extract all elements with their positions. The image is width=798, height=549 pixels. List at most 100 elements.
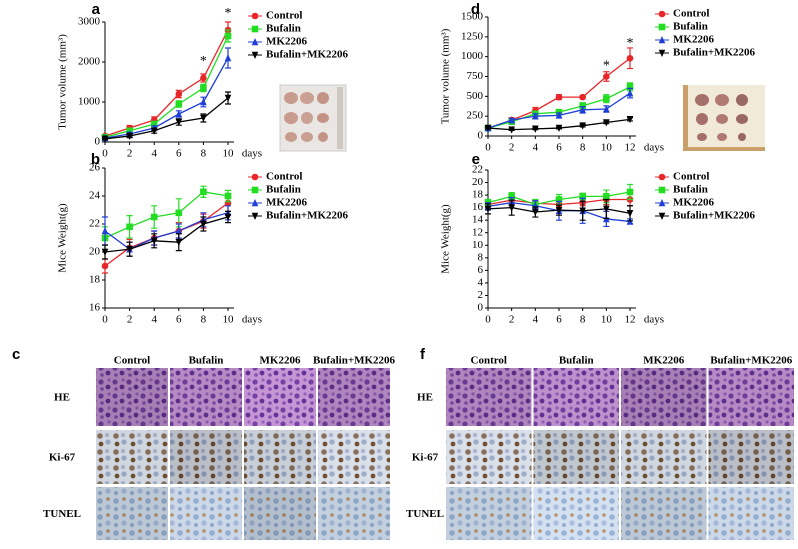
row-label: TUNEL — [406, 508, 444, 520]
marker — [484, 205, 492, 213]
series-line — [104, 97, 229, 140]
x-tick-label: 8 — [580, 142, 586, 154]
y-tick-label: 2 — [478, 289, 484, 301]
micrograph — [621, 368, 707, 426]
marker — [200, 84, 207, 92]
panel-letter: e — [472, 151, 480, 168]
legend-label: Bufalin — [673, 184, 708, 196]
x-axis-label: days — [242, 148, 262, 160]
y-tick-label: 250 — [467, 110, 484, 122]
x-tick-label: 6 — [176, 148, 182, 160]
x-tick-label: 0 — [102, 148, 108, 160]
x-tick-label: 8 — [580, 314, 586, 326]
marker — [175, 110, 183, 118]
annotation: * — [225, 6, 232, 21]
legend-label: Control — [673, 171, 709, 183]
y-tick-label: 8 — [478, 251, 484, 263]
marker — [508, 126, 515, 134]
row-label: Ki-67 — [49, 452, 76, 464]
panel-letter: c — [12, 346, 20, 363]
marker — [579, 105, 586, 114]
y-tick-label: 14 — [472, 214, 484, 226]
series-line — [104, 216, 229, 253]
marker — [555, 93, 563, 101]
column-label: MK2206 — [260, 355, 301, 367]
y-tick-label: 16 — [472, 201, 484, 213]
marker — [658, 212, 666, 220]
y-tick-label: 12 — [472, 226, 483, 238]
marker — [251, 199, 259, 207]
marker — [175, 90, 183, 98]
marker — [626, 209, 634, 218]
y-tick-label: 20 — [472, 176, 484, 188]
marker — [150, 237, 158, 245]
x-tick-label: 10 — [223, 148, 235, 160]
micrograph — [533, 430, 619, 484]
row-label: TUNEL — [43, 508, 81, 520]
legend-label: Bufalin+MK2206 — [673, 210, 756, 222]
marker — [532, 112, 539, 120]
marker — [175, 238, 183, 247]
micrograph — [621, 430, 707, 484]
y-axis-label: Tumor volume (mm³) — [440, 28, 452, 124]
marker — [251, 51, 259, 59]
x-tick-label: 2 — [509, 314, 515, 326]
legend-label: Control — [673, 8, 709, 20]
panel-letter: a — [92, 1, 101, 18]
marker — [200, 74, 207, 82]
marker — [150, 127, 158, 135]
x-tick-label: 10 — [223, 314, 235, 326]
marker — [175, 227, 183, 235]
column-label: Control — [471, 355, 507, 367]
micrograph — [446, 487, 532, 540]
legend-label: Bufalin+MK2206 — [673, 47, 756, 59]
x-tick-label: 0 — [102, 314, 108, 326]
marker — [603, 73, 610, 80]
micrograph — [244, 368, 316, 426]
marker — [579, 102, 586, 110]
x-axis-label: days — [644, 142, 664, 154]
marker — [603, 95, 610, 103]
marker — [626, 54, 634, 62]
y-tick-label: 4 — [478, 276, 484, 288]
x-tick-label: 6 — [176, 314, 182, 326]
marker — [101, 227, 109, 235]
marker — [603, 193, 610, 200]
annotation: * — [603, 58, 610, 73]
marker — [555, 124, 563, 133]
marker — [126, 132, 133, 140]
x-tick-label: 0 — [485, 142, 491, 154]
legend-label: Bufalin — [673, 21, 708, 33]
micrograph — [533, 487, 619, 540]
x-tick-label: 2 — [509, 142, 515, 154]
x-tick-label: 10 — [601, 314, 613, 326]
y-tick-label: 0 — [95, 136, 101, 148]
marker — [508, 204, 515, 212]
marker — [200, 220, 207, 228]
y-tick-label: 1000 — [78, 96, 101, 108]
micrograph — [708, 487, 794, 540]
x-tick-label: 6 — [556, 142, 562, 154]
legend-label: MK2206 — [266, 197, 307, 209]
marker — [658, 199, 666, 207]
marker — [603, 119, 610, 127]
micrograph — [533, 368, 619, 426]
y-tick-label: 22 — [472, 164, 483, 176]
marker — [200, 188, 207, 196]
y-tick-label: 750 — [467, 70, 484, 82]
y-axis-label: Mice Weight(g) — [57, 203, 69, 273]
micrograph — [170, 430, 242, 484]
column-label: Bufalin+MK2206 — [313, 355, 396, 367]
marker — [658, 36, 666, 44]
x-tick-label: 4 — [533, 314, 539, 326]
y-tick-label: 22 — [89, 218, 100, 230]
micrograph — [96, 368, 168, 426]
y-tick-label: 1000 — [461, 50, 484, 62]
marker — [626, 89, 634, 97]
marker — [658, 186, 666, 194]
marker — [603, 205, 610, 213]
marker — [150, 213, 158, 221]
marker — [626, 188, 634, 196]
panel-letter: d — [471, 1, 480, 18]
